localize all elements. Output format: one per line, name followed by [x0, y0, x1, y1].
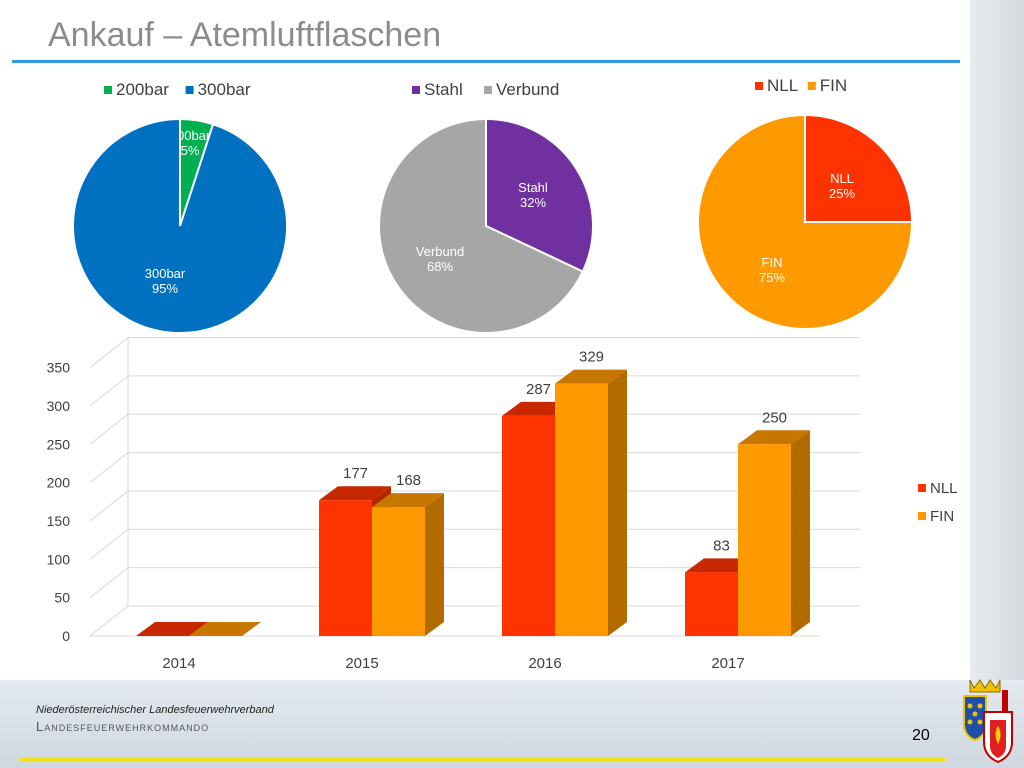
legend-label-300bar: 300bar	[198, 80, 251, 99]
bar-front	[555, 383, 608, 636]
legend-swatch-fin	[918, 512, 926, 520]
pie-slice-verbund	[378, 117, 585, 334]
bar-fin-2017	[738, 430, 810, 636]
x-tick-label: 2017	[711, 655, 744, 672]
bar-data-label: 250	[762, 409, 787, 426]
bar-data-label: 83	[713, 537, 730, 554]
bar-front	[738, 444, 791, 636]
footer-band	[0, 680, 1024, 768]
gridline-diag	[89, 337, 129, 368]
legend-swatch-nll	[755, 82, 763, 90]
footer-organization: Niederösterreichischer Landesfeuerwehrve…	[36, 704, 274, 716]
pie-label-nll: NLL	[830, 171, 854, 186]
gridline-diag	[89, 528, 129, 560]
bar-front	[685, 572, 738, 636]
gridline-diag	[89, 413, 129, 445]
legend-label-verbund: Verbund	[496, 80, 559, 99]
pie-slice-300bar	[72, 117, 288, 334]
y-tick-label: 250	[47, 436, 71, 452]
y-tick-label: 200	[47, 475, 71, 491]
gridline-diag	[89, 605, 129, 637]
bar-fin-2016	[555, 369, 627, 636]
pie-pct-300bar: 95%	[152, 281, 178, 296]
bar-data-label: 177	[343, 465, 368, 482]
bar-side	[425, 493, 444, 636]
legend-label-nll: NLL	[930, 480, 958, 497]
pie-label-fin: FIN	[762, 255, 783, 270]
bar-top	[319, 486, 391, 501]
page-number: 20	[912, 727, 930, 744]
bar-top	[738, 430, 810, 445]
gridline-diag	[89, 490, 129, 522]
bar-top	[136, 622, 208, 636]
slide-title: Ankauf – Atemluftflaschen	[48, 16, 442, 54]
legend-swatch-fin	[807, 82, 816, 90]
bar-data-label: 168	[396, 472, 421, 489]
pie-slice-nll	[804, 113, 914, 223]
legend-label-200bar: 200bar	[116, 80, 169, 99]
pie-pct-fin: 75%	[759, 270, 785, 285]
pie-label-stahl: Stahl	[518, 180, 548, 195]
legend-label-nll: NLL	[767, 76, 798, 95]
bar-nll-2014	[136, 622, 208, 636]
bar-top	[372, 493, 444, 508]
pie-pct-nll: 25%	[829, 186, 855, 201]
bar-data-label: 287	[526, 381, 551, 398]
pie-slice-fin	[697, 113, 914, 330]
y-tick-label: 0	[62, 628, 70, 644]
gridline-diag	[89, 375, 129, 407]
footer-command: Landesfeuerwehrkommando	[36, 719, 210, 734]
bar-front	[319, 500, 372, 636]
title-underline	[12, 60, 960, 63]
fire-brigade-crest-icon	[963, 679, 1013, 764]
bar-fin-2015	[372, 493, 444, 636]
y-tick-label: 100	[47, 551, 71, 567]
x-tick-label: 2016	[528, 655, 561, 672]
legend-label-stahl: Stahl	[424, 80, 463, 99]
legend-swatch-200bar	[104, 86, 112, 94]
legend-swatch-stahl	[412, 86, 420, 94]
x-tick-label: 2014	[162, 655, 195, 672]
bar-top	[189, 622, 261, 636]
bar-front	[372, 507, 425, 636]
y-tick-label: 150	[47, 513, 71, 529]
bar-side	[608, 369, 627, 636]
y-tick-label: 50	[54, 590, 70, 606]
x-tick-label: 2015	[345, 655, 378, 672]
bar-fin-2014	[189, 622, 261, 636]
gridline-diag	[89, 567, 129, 599]
pie-pct-200bar: 5%	[181, 143, 200, 158]
right-decoration-strip	[970, 0, 1024, 680]
bar-top	[555, 369, 627, 384]
legend-swatch-verbund	[484, 86, 492, 94]
bar-data-label: 329	[579, 349, 604, 366]
legend-swatch-nll	[918, 484, 926, 492]
y-tick-label: 300	[47, 398, 71, 414]
pie-slice-stahl	[485, 117, 594, 273]
pie-pct-verbund: 68%	[427, 259, 453, 274]
pie-label-verbund: Verbund	[416, 244, 464, 259]
legend-label-fin: FIN	[930, 508, 954, 525]
bar-side	[791, 430, 810, 636]
footer-yellow-line	[20, 758, 945, 761]
bar-front	[502, 415, 555, 636]
pie-label-300bar: 300bar	[145, 266, 186, 281]
gridline-diag	[89, 452, 129, 483]
legend-swatch-300bar	[185, 86, 194, 94]
legend-label-fin: FIN	[820, 76, 847, 95]
y-tick-label: 350	[47, 360, 71, 376]
pie-pct-stahl: 32%	[520, 195, 546, 210]
